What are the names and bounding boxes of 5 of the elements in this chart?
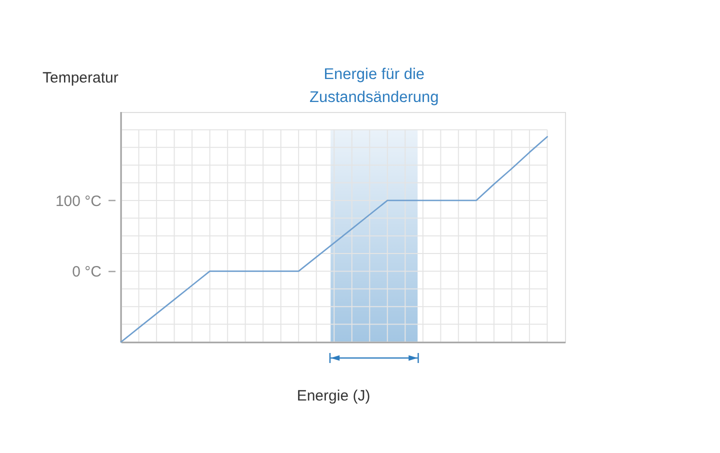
x-axis-title: Energie (J)	[296, 388, 370, 404]
text: Energie für die Zustandsänderung	[309, 66, 439, 106]
y-tick-label: 0 °C	[72, 264, 102, 281]
y-tick-label: 100 °C	[55, 192, 102, 210]
y-axis-title: Temperatur	[42, 70, 118, 86]
